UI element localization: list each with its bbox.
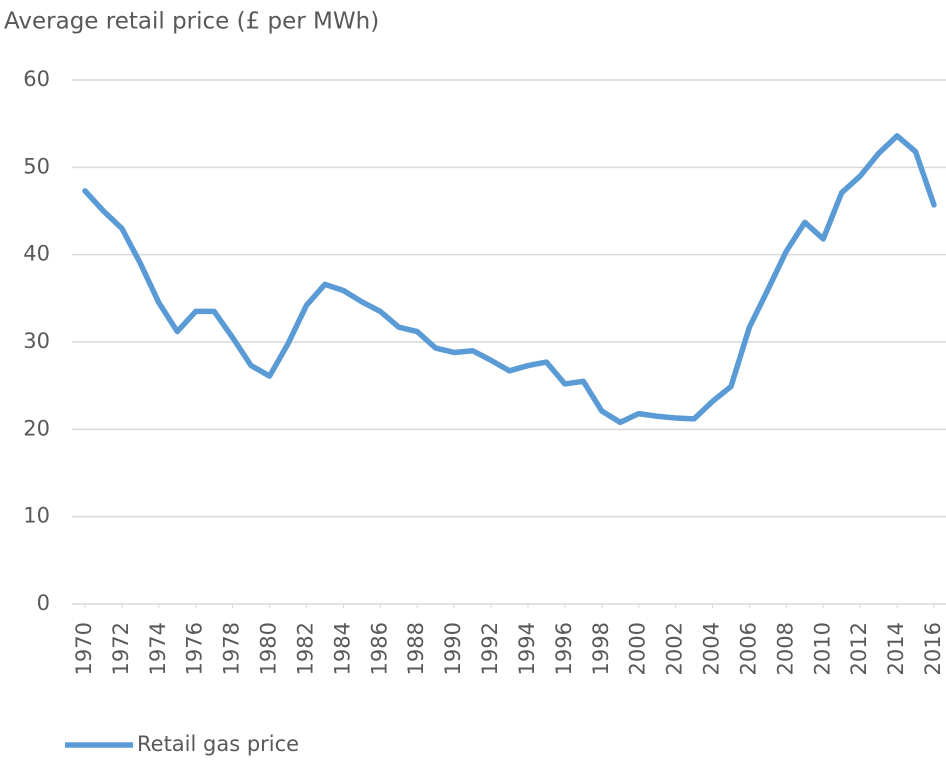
x-tick-label: 1992 <box>478 622 502 675</box>
x-tick-label: 2012 <box>847 622 871 675</box>
x-tick-label: 2008 <box>773 622 797 675</box>
legend-label: Retail gas price <box>137 732 299 756</box>
y-tick-label: 30 <box>23 329 50 353</box>
x-tick-label: 1976 <box>183 622 207 675</box>
data-line <box>82 133 937 426</box>
x-tick-label: 2006 <box>736 622 760 675</box>
x-tick-label: 1988 <box>404 622 428 675</box>
y-tick-label: 0 <box>37 591 50 615</box>
x-tick-label: 1994 <box>515 622 539 675</box>
y-tick-label: 20 <box>23 416 50 440</box>
y-tick-label: 60 <box>23 67 50 91</box>
chart-title: Average retail price (£ per MWh) <box>4 9 379 35</box>
y-tick-label: 40 <box>23 242 50 266</box>
x-tick-label: 2002 <box>663 622 687 675</box>
x-tick-label: 1970 <box>72 622 96 675</box>
x-tick-label: 1978 <box>220 622 244 675</box>
x-tick-label: 2004 <box>700 622 724 675</box>
x-tick-label: 1990 <box>441 622 465 675</box>
x-tick-label: 1972 <box>109 622 133 675</box>
x-tick-label: 1980 <box>257 622 281 675</box>
x-tick-label: 2014 <box>884 622 908 675</box>
x-tick-label: 1982 <box>293 622 317 675</box>
x-tick-label: 2016 <box>921 622 945 675</box>
x-tick-label: 1998 <box>589 622 613 675</box>
y-tick-label: 50 <box>23 154 50 178</box>
x-tick-label: 1984 <box>330 622 354 675</box>
x-tick-label: 2010 <box>810 622 834 675</box>
x-tick-label: 2000 <box>626 622 650 675</box>
x-tick-label: 1986 <box>367 622 391 675</box>
x-tick-label: 1974 <box>146 622 170 675</box>
y-tick-label: 10 <box>23 504 50 528</box>
x-tick-label: 1996 <box>552 622 576 675</box>
